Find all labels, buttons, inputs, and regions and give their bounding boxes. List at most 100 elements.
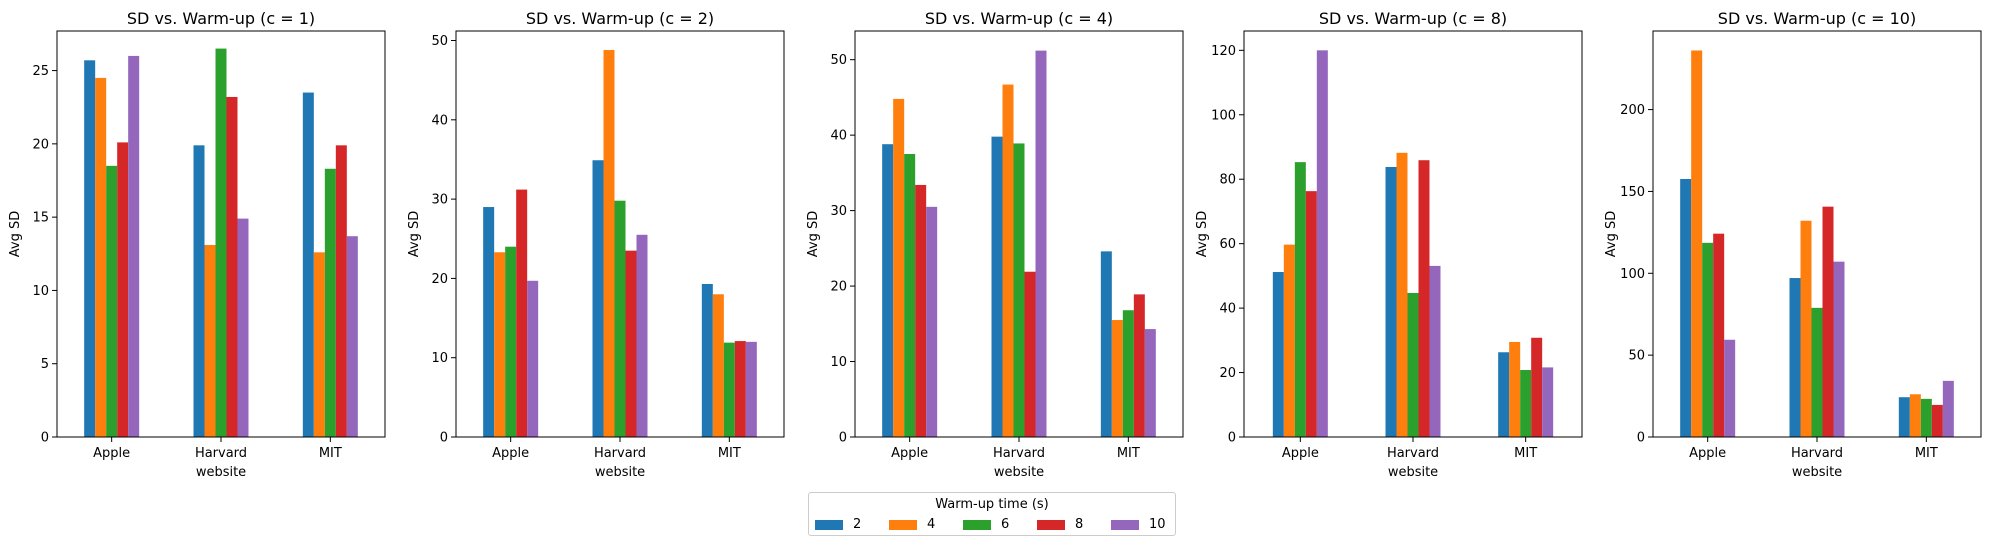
bar-c2-harvard-w10 xyxy=(1035,50,1047,438)
bar-c3-harvard-w2 xyxy=(1385,166,1397,438)
legend-label-6: 6 xyxy=(1001,517,1010,532)
bar-c2-mit-w4 xyxy=(1111,320,1123,437)
ytick-label-1-20: 20 xyxy=(431,272,448,287)
bar-c4-apple-w4 xyxy=(1691,50,1703,437)
ytick-label-3-120: 120 xyxy=(1211,44,1236,59)
ylabel-1: Avg SD xyxy=(407,211,422,257)
bar-c0-harvard-w4 xyxy=(204,244,216,437)
bar-c3-harvard-w8 xyxy=(1418,160,1430,437)
bar-c2-mit-w2 xyxy=(1100,251,1112,437)
legend-label-2: 2 xyxy=(853,517,862,532)
bar-c1-apple-w2 xyxy=(483,207,495,437)
legend-item-4: 4 xyxy=(889,517,963,532)
bar-c0-mit-w2 xyxy=(302,92,314,437)
bar-c1-harvard-w10 xyxy=(636,234,648,437)
bar-c4-mit-w4 xyxy=(1909,394,1921,437)
bar-c0-apple-w2 xyxy=(84,60,96,438)
bar-c4-harvard-w10 xyxy=(1833,261,1845,437)
ytick-label-3-100: 100 xyxy=(1211,108,1236,123)
bar-c4-harvard-w8 xyxy=(1822,206,1834,437)
bar-c4-apple-w2 xyxy=(1680,178,1692,438)
bar-c4-harvard-w2 xyxy=(1789,278,1801,437)
xlabel-2: website xyxy=(994,465,1044,480)
ytick-label-2-30: 30 xyxy=(830,204,847,219)
bar-c3-harvard-w4 xyxy=(1396,152,1408,438)
bar-c3-mit-w4 xyxy=(1509,341,1521,437)
bar-c4-mit-w6 xyxy=(1920,398,1932,437)
chart-title-2: SD vs. Warm-up (c = 4) xyxy=(925,9,1113,28)
ytick-label-2-40: 40 xyxy=(830,129,847,144)
bar-c4-apple-w10 xyxy=(1724,339,1736,437)
bar-c0-harvard-w8 xyxy=(226,96,238,438)
ytick-label-3-80: 80 xyxy=(1219,173,1236,188)
xtick-label-3-apple: Apple xyxy=(1282,446,1319,461)
legend-swatch-8 xyxy=(1037,519,1065,530)
xtick-label-4-apple: Apple xyxy=(1689,446,1726,461)
ytick-label-0-25: 25 xyxy=(32,64,49,79)
xtick-label-0-mit: MIT xyxy=(319,446,342,461)
bar-c2-mit-w10 xyxy=(1144,329,1156,437)
bar-c4-mit-w10 xyxy=(1942,380,1954,437)
ytick-label-0-15: 15 xyxy=(32,211,49,226)
legend-swatch-2 xyxy=(815,519,843,530)
bar-c3-mit-w8 xyxy=(1531,337,1543,437)
ytick-label-4-100: 100 xyxy=(1620,267,1645,282)
bar-c1-apple-w8 xyxy=(516,189,528,437)
bar-c3-mit-w2 xyxy=(1498,352,1510,437)
ytick-label-4-0: 0 xyxy=(1637,431,1645,446)
bar-c1-apple-w10 xyxy=(527,280,539,437)
bar-c3-harvard-w10 xyxy=(1429,265,1441,437)
xtick-label-4-mit: MIT xyxy=(1915,446,1938,461)
xtick-label-4-harvard: Harvard xyxy=(1791,446,1843,461)
bar-c2-apple-w10 xyxy=(926,206,938,437)
ytick-label-3-20: 20 xyxy=(1219,366,1236,381)
bar-c1-mit-w2 xyxy=(701,283,713,437)
bar-c1-harvard-w6 xyxy=(614,200,626,437)
chart-title-0: SD vs. Warm-up (c = 1) xyxy=(127,9,315,28)
ytick-label-0-0: 0 xyxy=(41,431,49,446)
legend-label-4: 4 xyxy=(927,517,936,532)
bar-c1-apple-w4 xyxy=(494,252,506,437)
bar-c2-apple-w6 xyxy=(904,154,916,437)
bar-c4-harvard-w4 xyxy=(1800,220,1812,437)
bar-c4-apple-w8 xyxy=(1713,233,1725,437)
ytick-label-4-200: 200 xyxy=(1620,103,1645,118)
legend-item-6: 6 xyxy=(963,517,1037,532)
chart-title-1: SD vs. Warm-up (c = 2) xyxy=(526,9,714,28)
xtick-label-1-mit: MIT xyxy=(718,446,741,461)
bar-c2-apple-w4 xyxy=(893,98,905,438)
bar-c0-apple-w4 xyxy=(95,77,107,438)
bar-c2-harvard-w8 xyxy=(1024,271,1036,437)
ytick-label-1-40: 40 xyxy=(431,113,448,128)
legend-swatch-10 xyxy=(1111,519,1139,530)
xlabel-4: website xyxy=(1792,465,1842,480)
bar-c3-apple-w10 xyxy=(1316,50,1328,437)
ytick-label-4-50: 50 xyxy=(1628,349,1645,364)
ytick-label-4-150: 150 xyxy=(1620,185,1645,200)
bar-c0-harvard-w10 xyxy=(237,218,249,437)
ytick-label-1-0: 0 xyxy=(440,431,448,446)
ytick-label-2-50: 50 xyxy=(830,53,847,68)
chart-title-3: SD vs. Warm-up (c = 8) xyxy=(1319,9,1507,28)
bar-c1-mit-w10 xyxy=(745,341,757,437)
legend-title: Warm-up time (s) xyxy=(935,497,1049,512)
legend-item-2: 2 xyxy=(815,517,889,532)
xtick-label-2-mit: MIT xyxy=(1117,446,1140,461)
bar-c0-apple-w8 xyxy=(117,142,129,437)
bar-c4-harvard-w6 xyxy=(1811,307,1823,437)
legend-swatch-6 xyxy=(963,519,991,530)
ytick-label-3-40: 40 xyxy=(1219,302,1236,317)
ytick-label-0-5: 5 xyxy=(41,357,49,372)
xtick-label-2-apple: Apple xyxy=(891,446,928,461)
legend-items: 2 4 6 8 10 xyxy=(815,517,1185,532)
bar-c2-harvard-w6 xyxy=(1013,143,1025,437)
bar-c3-mit-w10 xyxy=(1542,367,1554,437)
bar-c2-mit-w6 xyxy=(1122,310,1134,437)
bar-c4-mit-w8 xyxy=(1931,404,1943,437)
ylabel-0: Avg SD xyxy=(8,211,23,257)
ytick-label-1-50: 50 xyxy=(431,34,448,49)
ytick-label-3-60: 60 xyxy=(1219,237,1236,252)
bar-c0-harvard-w2 xyxy=(193,145,205,437)
ylabel-3: Avg SD xyxy=(1195,211,1210,257)
xtick-label-3-harvard: Harvard xyxy=(1387,446,1439,461)
